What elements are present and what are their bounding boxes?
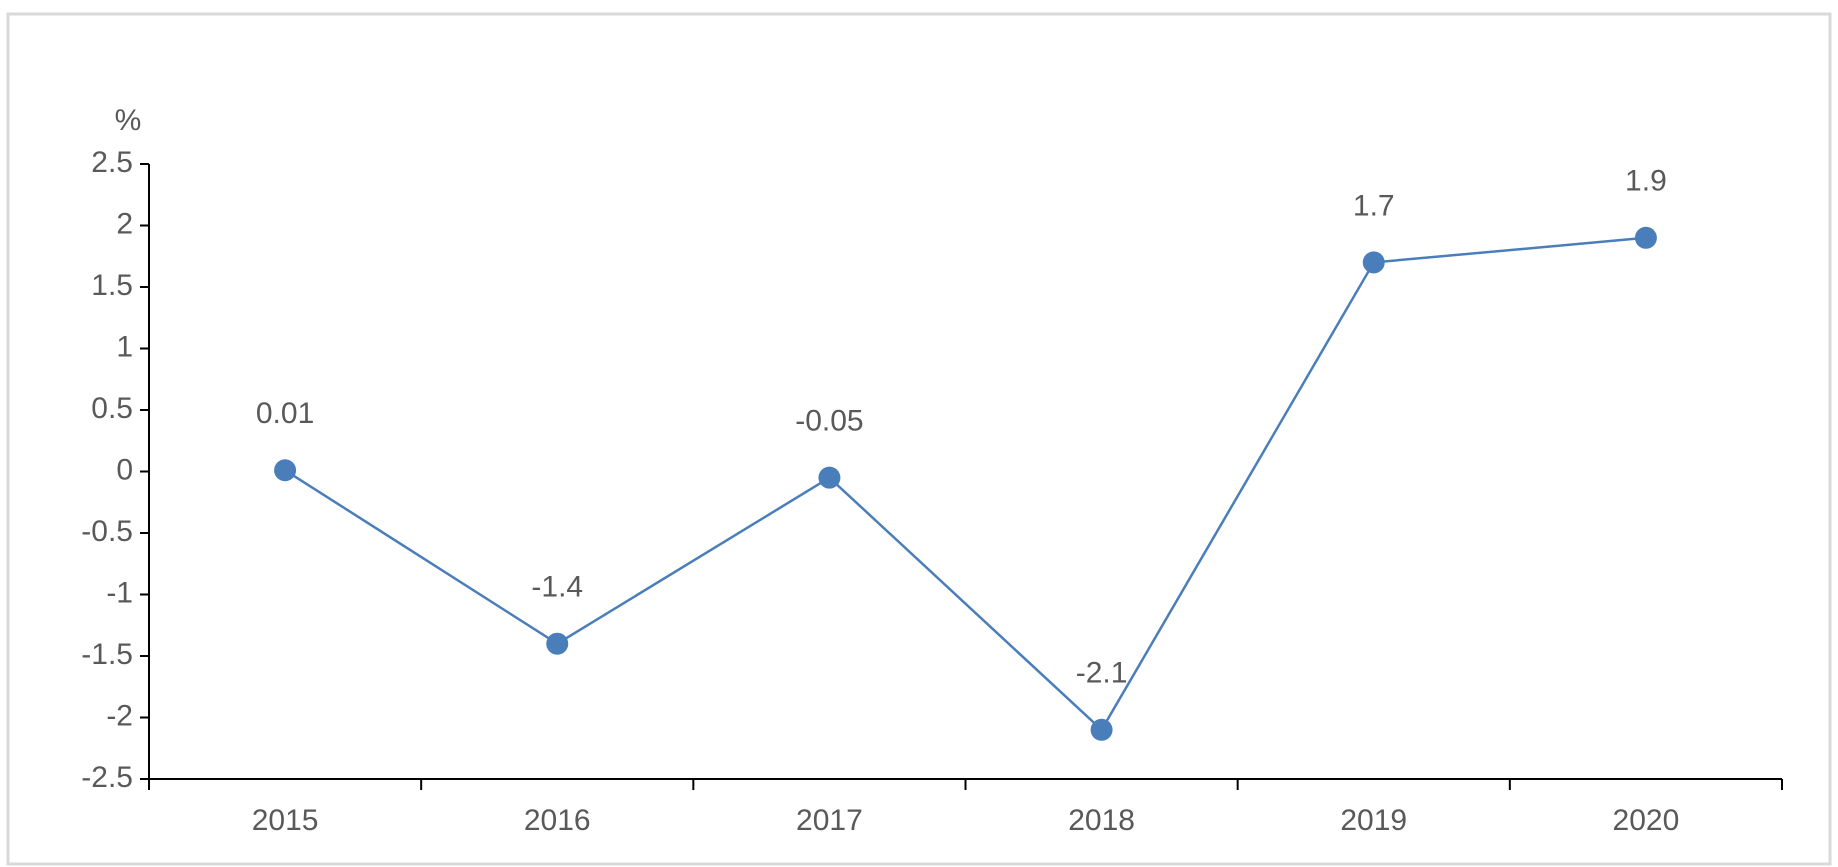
- data-label: -0.05: [795, 405, 863, 438]
- data-label: 1.7: [1353, 189, 1395, 222]
- data-label: -1.4: [531, 571, 583, 604]
- x-tick-label: 2017: [796, 804, 863, 837]
- y-tick-label: -1.5: [81, 638, 133, 671]
- marker: [546, 632, 569, 655]
- x-tick-label: 2020: [1613, 804, 1680, 837]
- data-label: -2.1: [1076, 657, 1128, 690]
- y-tick-label: 1.5: [91, 269, 133, 302]
- y-tick-label: -2: [106, 699, 133, 732]
- line: [284, 236, 1647, 732]
- y-tick-label: 0.5: [91, 392, 133, 425]
- marker: [818, 466, 841, 489]
- data-label: 1.9: [1625, 165, 1667, 198]
- y-tick-label: -2.5: [81, 761, 133, 794]
- y-axis-unit: %: [115, 104, 142, 137]
- marker: [1362, 251, 1385, 274]
- marker: [1634, 226, 1657, 249]
- y-tick-label: 1: [116, 330, 133, 363]
- chart-border: [6, 12, 1832, 866]
- x-tick-label: 2016: [524, 804, 591, 837]
- marker: [274, 459, 297, 482]
- marker: [1090, 718, 1113, 741]
- y-tick-label: 0: [116, 453, 133, 486]
- x-tick-label: 2019: [1340, 804, 1407, 837]
- y-tick-label: 2.5: [91, 146, 133, 179]
- x-tick-label: 2018: [1068, 804, 1135, 837]
- y-tick-label: -0.5: [81, 515, 133, 548]
- x-tick-label: 2015: [252, 804, 319, 837]
- y-tick-label: -1: [106, 576, 133, 609]
- data-label: 0.01: [256, 397, 314, 430]
- y-tick-label: 2: [116, 207, 133, 240]
